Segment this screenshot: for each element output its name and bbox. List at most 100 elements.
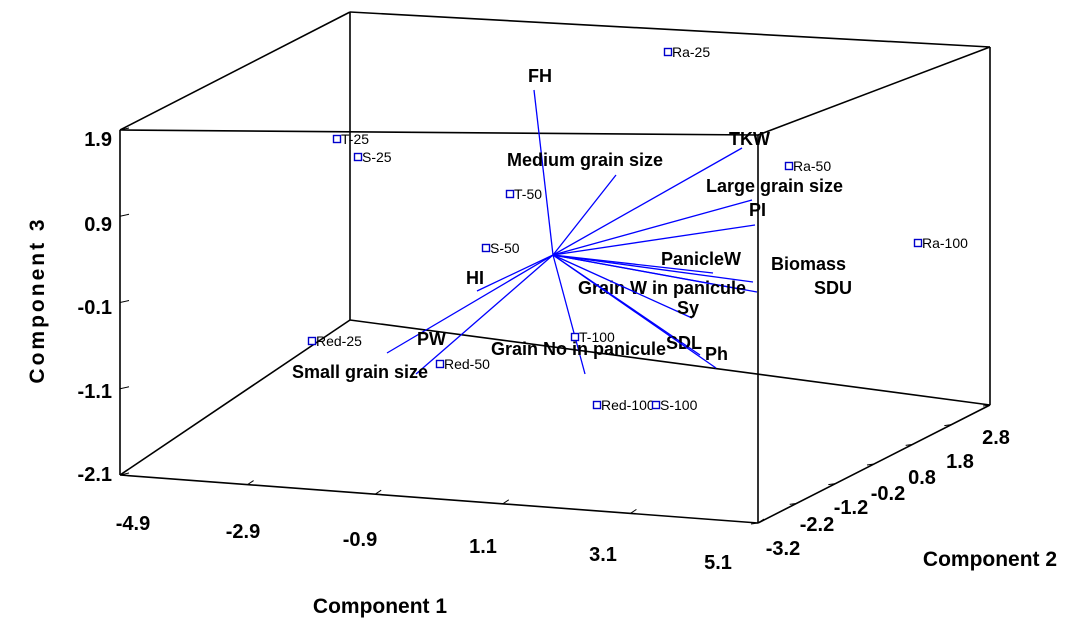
z-tick-mark [119,386,130,390]
x-tick-mark [247,480,254,486]
observation-label: Ra-50 [793,158,831,174]
box-edge [119,474,759,524]
y-tick-label: 2.8 [982,427,1010,449]
variable-vectors: FH Medium grain size TKW Large grain size PI… [292,66,852,382]
y-tick-label: -2.2 [800,514,834,536]
x-tick-mark [502,499,510,505]
z-tick-label: -2.1 [78,464,112,486]
observation-label: Red-100 [601,397,655,413]
y-tick-label: -3.2 [766,538,800,560]
z-tick-label: 0.9 [84,214,112,236]
x-tick-label: 1.1 [469,536,497,558]
box-edge [119,11,351,131]
box-edge [119,319,351,476]
x-tick-label: -0.9 [343,529,377,551]
observation-marker [570,332,580,342]
observation-marker [332,134,342,144]
variable-vector [552,254,754,283]
observation-label: S-50 [490,240,520,256]
y-tick-label: 0.8 [908,467,936,489]
y-tick-mark [828,483,836,486]
y-tick-mark [866,463,875,466]
y-axis-title: Component 2 [923,548,1057,571]
observation-label: T-25 [341,131,369,147]
y-tick-mark [789,502,797,505]
box-edge [757,46,991,136]
plot-box [119,11,991,524]
y-tick-label: -1.2 [834,497,868,519]
observation-marker [307,336,317,346]
observation-marker [353,152,363,162]
variable-label: Medium grain size [507,150,663,170]
variable-vector [552,254,693,319]
variable-label: TKW [729,129,770,149]
y-tick-mark [944,424,952,427]
z-axis-title: Component 3 [26,216,49,383]
observation-label: Ra-25 [672,44,710,60]
z-tick-mark [119,127,130,131]
variable-label: HI [466,268,484,288]
variable-vector [552,254,586,375]
y-tick-mark [905,443,913,446]
observation-marker [505,189,515,199]
variable-vector [533,89,554,256]
x-tick-mark [757,518,765,524]
variable-vector [415,254,554,375]
z-tick-label: -1.1 [78,381,112,403]
z-tick-label: 1.9 [84,129,112,151]
variable-label: FH [528,66,552,86]
x-tick-mark [630,508,637,514]
variable-label: Grain No in panicule [491,339,666,359]
z-tick-mark [119,213,130,217]
y-tick-mark [750,522,759,525]
observation-marker [481,243,491,253]
y-tick-label: -0.2 [871,483,905,505]
observation-points: Ra-25 T-25 S-25 Ra-50 T-50 S-50 Ra-100 Red-25 T-… [307,44,968,413]
variable-label: Large grain size [706,176,843,196]
variable-label: Ph [705,344,728,364]
x-tick-label: 3.1 [589,544,617,566]
variable-vector [386,254,554,354]
variable-label: Biomass [771,254,846,274]
variable-label: SDL [666,333,702,353]
variable-label: Sy [677,298,699,318]
observation-label: Ra-100 [922,235,968,251]
variable-vector [476,254,554,292]
variable-label: PI [749,200,766,220]
variable-label: Small grain size [292,362,428,382]
observation-marker [913,238,923,248]
x-tick-label: -4.9 [116,513,150,535]
x-axis-title: Component 1 [313,595,447,618]
variable-label: PW [417,329,446,349]
variable-vector [552,224,756,256]
z-tick-mark [119,300,130,303]
observation-marker [784,161,794,171]
x-tick-label: 5.1 [704,552,732,574]
variable-vector [552,254,717,369]
observation-marker [651,400,661,410]
box-edge [349,319,991,406]
variable-vector [552,174,617,256]
x-tick-mark [374,489,382,495]
box-edge [119,129,759,136]
observation-marker [663,47,673,57]
observation-marker [592,400,602,410]
observation-label: S-25 [362,149,392,165]
observation-label: Red-50 [444,356,490,372]
z-tick-label: -0.1 [78,297,112,319]
observation-label: T-100 [579,329,615,345]
observation-label: T-50 [514,186,542,202]
observation-label: Red-25 [316,333,362,349]
variable-vector [552,254,746,291]
variable-label: Grain W in panicule [578,278,746,298]
y-tick-mark [982,404,991,407]
z-tick-mark [119,472,130,476]
box-edge [349,11,991,48]
x-tick-label: -2.9 [226,521,260,543]
observation-label: S-100 [660,397,698,413]
variable-label: PanicleW [661,249,741,269]
variable-label: SDU [814,278,852,298]
variable-vector [552,199,753,256]
y-tick-label: 1.8 [946,451,974,473]
